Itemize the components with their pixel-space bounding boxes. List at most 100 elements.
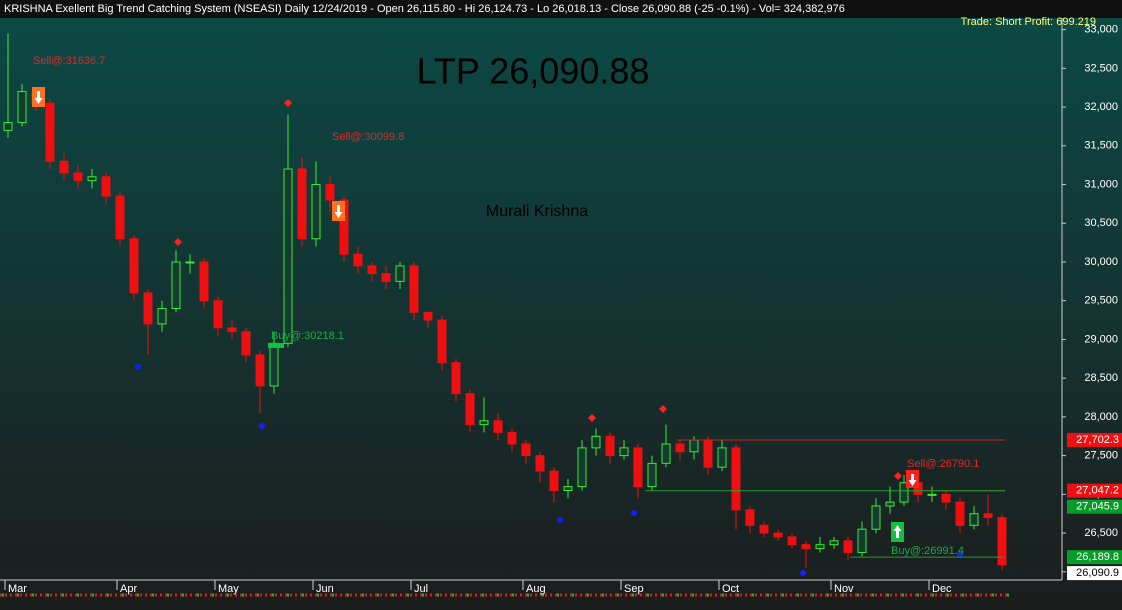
price-box <box>1067 483 1122 498</box>
y-tick-label: 31,000 <box>1084 178 1118 190</box>
candle-body <box>241 331 251 356</box>
y-tick-label: 28,500 <box>1084 372 1118 384</box>
sell-arrow <box>332 201 345 221</box>
candle-body <box>731 447 741 511</box>
candle-body <box>129 238 139 294</box>
y-tick-label: 29,500 <box>1084 295 1118 307</box>
y-tick-label: 28,000 <box>1084 411 1118 423</box>
signal-label: Sell@:31636.7 <box>33 55 105 67</box>
candle-body <box>283 168 293 344</box>
candle-body <box>87 176 97 182</box>
candle-body <box>199 261 209 302</box>
price-label: 27,702.3 <box>1076 434 1119 446</box>
candle-body <box>73 172 83 182</box>
signal-label: Buy@:26991.4 <box>891 545 964 557</box>
low-signal <box>135 364 963 576</box>
buy-marker <box>268 343 284 348</box>
y-tick-label: 31,500 <box>1084 140 1118 152</box>
candle-body <box>857 528 867 553</box>
y-tick-label: 27,500 <box>1084 450 1118 462</box>
candle-body <box>185 261 195 264</box>
candle-body <box>521 443 531 457</box>
price-box <box>1067 432 1122 447</box>
candle-body <box>871 505 881 530</box>
trade-text: Trade: Short Profit: 699.219 <box>961 16 1096 28</box>
signal-label: Sell@:26790.1 <box>907 458 979 470</box>
y-tick-label: 32,000 <box>1084 101 1118 113</box>
x-tick-label: Dec <box>932 583 952 595</box>
candle-body <box>395 265 405 282</box>
candle-body <box>773 532 783 538</box>
candle-body <box>969 513 979 526</box>
candle-body <box>899 482 909 503</box>
candle-body <box>143 292 153 325</box>
candle-body <box>535 455 545 472</box>
x-tick-label: Aug <box>526 583 546 595</box>
signal-label: Sell@:30099.8 <box>332 131 404 143</box>
candle-body <box>955 501 965 526</box>
author-text: Murali Krishna <box>486 203 588 220</box>
candle-body <box>689 439 699 453</box>
price-box <box>1067 566 1122 581</box>
candle-body <box>997 517 1007 566</box>
candle-body <box>759 524 769 534</box>
candle-body <box>927 493 937 496</box>
candle-body <box>409 265 419 313</box>
candle-body <box>549 470 559 491</box>
candle-body <box>437 319 447 364</box>
x-tick-label: May <box>218 583 239 595</box>
candle-body <box>115 195 125 240</box>
candle-body <box>45 102 55 162</box>
x-tick-label: Oct <box>722 583 739 595</box>
candle-body <box>325 184 335 201</box>
title-bar <box>0 0 1122 18</box>
candle-body <box>255 354 265 387</box>
candle-body <box>801 544 811 550</box>
signals <box>32 87 963 576</box>
candle-body <box>675 443 685 453</box>
candle-body <box>717 447 727 468</box>
x-tick-label: Jun <box>316 583 334 595</box>
candle-body <box>787 536 797 546</box>
candle-body <box>227 327 237 333</box>
candle-body <box>367 265 377 275</box>
candle-body <box>213 300 223 329</box>
candle-body <box>423 311 433 321</box>
y-tick-label: 30,500 <box>1084 217 1118 229</box>
price-label: 27,047.2 <box>1076 485 1119 497</box>
y-tick-label: 32,500 <box>1084 62 1118 74</box>
price-label: 27,045.9 <box>1076 501 1119 513</box>
y-tick-label: 26,500 <box>1084 527 1118 539</box>
candle-body <box>843 540 853 553</box>
candle-body <box>381 273 391 282</box>
candle-body <box>703 439 713 468</box>
candle-body <box>885 501 895 507</box>
sell-arrow <box>32 87 45 107</box>
price-label: 26,090.9 <box>1076 567 1119 579</box>
y-tick-label: 29,000 <box>1084 333 1118 345</box>
candle-body <box>941 493 951 503</box>
candle-body <box>479 420 489 426</box>
candle-body <box>577 447 587 488</box>
candle-body <box>633 447 643 488</box>
candle-body <box>563 486 573 491</box>
candle-body <box>647 462 657 488</box>
candle-body <box>507 431 517 445</box>
y-tick-label: 33,000 <box>1084 24 1118 36</box>
candle-body <box>983 513 993 519</box>
candle-body <box>297 168 307 240</box>
price-box <box>1067 550 1122 565</box>
x-tick-label: Nov <box>834 583 854 595</box>
candle-body <box>493 420 503 433</box>
price-box <box>1067 499 1122 514</box>
candle-body <box>3 122 13 131</box>
candle-body <box>661 443 671 464</box>
candle-body <box>17 91 27 124</box>
signal-label: Buy@:30218.1 <box>271 330 344 342</box>
candle-body <box>465 393 475 426</box>
candle-body <box>451 362 461 395</box>
price-label: 26,189.8 <box>1076 551 1119 563</box>
candle-body <box>311 184 321 240</box>
x-tick-label: Jul <box>414 583 428 595</box>
